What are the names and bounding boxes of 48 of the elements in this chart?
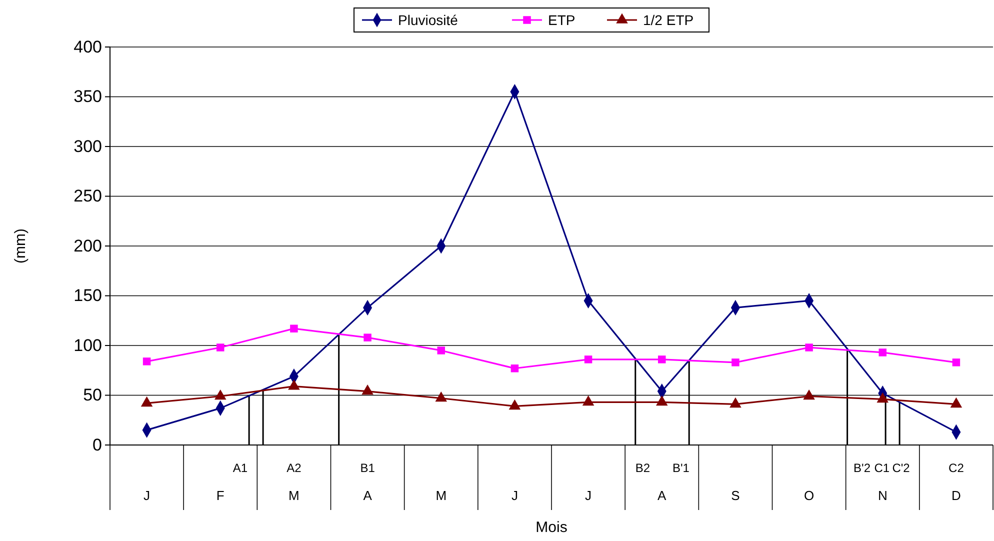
text: C'2 bbox=[892, 461, 910, 475]
point bbox=[290, 324, 298, 332]
x-tick-label: J bbox=[144, 488, 150, 504]
text: B1 bbox=[360, 461, 376, 475]
x-tick-label: M bbox=[288, 488, 300, 504]
x-axis-title: Mois bbox=[536, 519, 568, 536]
text: C2 bbox=[948, 461, 964, 475]
point bbox=[364, 334, 372, 342]
x-tick-label: J bbox=[511, 488, 518, 504]
x-tick-label: N bbox=[878, 488, 888, 504]
y-tick-label: 150 bbox=[74, 286, 102, 306]
x-tick-label: A bbox=[363, 488, 372, 504]
legend-label: Pluviosité bbox=[398, 12, 458, 28]
y-tick-label: 300 bbox=[74, 136, 102, 156]
y-tick-label: 50 bbox=[83, 386, 102, 405]
point bbox=[288, 380, 300, 390]
y-tick-label: 350 bbox=[74, 87, 102, 106]
point bbox=[142, 358, 151, 366]
y-tick-label: 100 bbox=[74, 336, 102, 355]
x-tick-label: A bbox=[658, 488, 667, 504]
text: C1 bbox=[874, 461, 890, 475]
x-tick-label: M bbox=[436, 488, 447, 504]
y-tick-label: 250 bbox=[74, 186, 102, 206]
text: B'1 bbox=[672, 461, 690, 475]
x-tick-label: J bbox=[585, 488, 592, 504]
y-tick-label: 200 bbox=[74, 236, 102, 256]
y-tick-label: 0 bbox=[92, 435, 102, 454]
legend-label: 1/2 ETP bbox=[643, 12, 694, 28]
x-tick-label: D bbox=[952, 488, 961, 504]
legend-label: ETP bbox=[548, 12, 576, 28]
x-tick-label: O bbox=[804, 488, 814, 504]
x-tick-label: F bbox=[216, 488, 224, 504]
point bbox=[805, 344, 813, 352]
text: B2 bbox=[635, 461, 650, 475]
point bbox=[732, 358, 740, 366]
text: A1 bbox=[232, 461, 248, 475]
y-axis-title: (mm) bbox=[12, 228, 29, 264]
point bbox=[437, 346, 445, 354]
point bbox=[878, 348, 886, 356]
x-tick-label: S bbox=[731, 488, 740, 504]
point bbox=[510, 364, 519, 372]
point bbox=[952, 358, 960, 366]
y-tick-label: 400 bbox=[74, 37, 102, 56]
point bbox=[216, 344, 224, 352]
point bbox=[658, 356, 666, 364]
text: B'2 bbox=[854, 461, 871, 475]
point bbox=[584, 356, 592, 364]
text: A2 bbox=[286, 461, 302, 475]
